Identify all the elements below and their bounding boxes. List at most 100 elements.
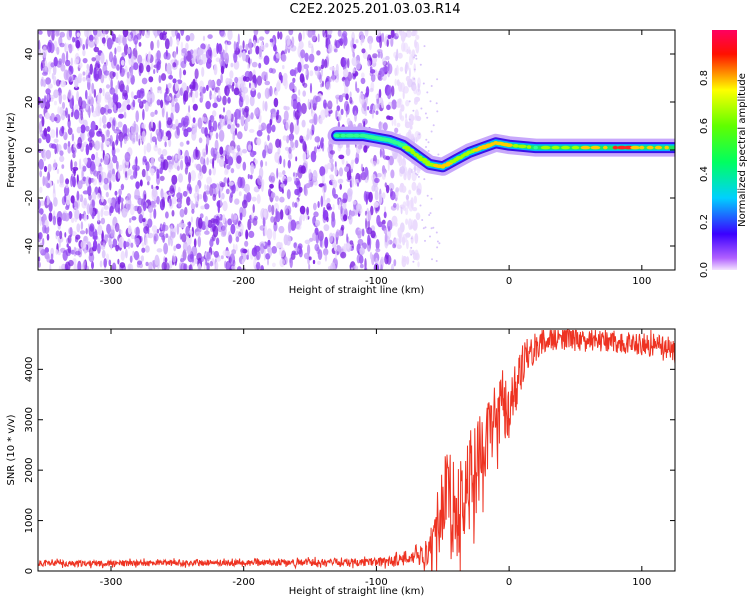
noise-blob [337, 30, 342, 37]
noise-blob [269, 38, 274, 43]
noise-blob [240, 115, 245, 127]
noise-blob [201, 256, 204, 263]
noise-blob [40, 100, 45, 109]
y-tick-label: 4000 [24, 357, 35, 382]
noise-blob [197, 172, 203, 180]
noise-blob [106, 37, 113, 50]
noise-blob [234, 127, 238, 136]
noise-blob [301, 103, 307, 115]
noise-blob [299, 135, 304, 143]
noise-blob [320, 109, 326, 121]
noise-blob [227, 30, 233, 41]
noise-blob [126, 104, 131, 111]
noise-blob [85, 89, 88, 100]
noise-blob [294, 123, 300, 135]
noise-dot [419, 204, 422, 207]
noise-blob [180, 41, 184, 50]
noise-blob [263, 55, 270, 65]
noise-blob [45, 77, 51, 85]
noise-blob [417, 131, 422, 140]
noise-blob [115, 148, 120, 153]
noise-blob [175, 118, 179, 127]
noise-blob [242, 50, 246, 62]
noise-blob [273, 202, 280, 214]
noise-blob [145, 245, 150, 253]
noise-blob [313, 202, 317, 211]
noise-blob [105, 84, 111, 89]
noise-blob [342, 30, 348, 38]
colorbar: 0.0 0.2 0.4 0.6 0.8 Normalized spectral ampli… [699, 30, 748, 278]
noise-blob [365, 217, 368, 230]
noise-blob [65, 178, 70, 185]
noise-dot [436, 246, 439, 249]
noise-blob [231, 249, 237, 255]
noise-dot [410, 253, 413, 256]
noise-blob [326, 216, 329, 223]
noise-blob [260, 44, 266, 51]
colorbar-fill [712, 30, 737, 270]
noise-blob [176, 38, 180, 46]
noise-blob [219, 146, 224, 155]
noise-blob [230, 62, 234, 68]
noise-blob [53, 197, 58, 207]
noise-blob [323, 59, 328, 69]
noise-blob [44, 60, 48, 71]
noise-blob [285, 234, 291, 246]
noise-blob [369, 41, 372, 51]
noise-blob [416, 88, 421, 96]
noise-blob [344, 100, 349, 112]
noise-blob [151, 225, 158, 233]
noise-blob [120, 183, 125, 191]
noise-blob [354, 110, 357, 122]
noise-dot [410, 237, 413, 240]
noise-blob [65, 193, 71, 206]
noise-blob [247, 174, 250, 179]
noise-blob [305, 183, 311, 189]
noise-blob [106, 121, 112, 129]
noise-blob [307, 244, 311, 256]
noise-blob [379, 67, 385, 77]
noise-blob [286, 135, 290, 144]
noise-blob [143, 144, 147, 156]
noise-blob [141, 242, 145, 247]
noise-blob [403, 42, 409, 53]
noise-blob [133, 95, 138, 100]
noise-dot [424, 239, 426, 242]
noise-blob [129, 66, 134, 78]
noise-blob [243, 107, 249, 118]
noise-blob [322, 199, 328, 206]
noise-blob [62, 250, 68, 261]
noise-blob [317, 249, 323, 261]
noise-blob [326, 197, 331, 204]
noise-blob [355, 203, 362, 211]
noise-blob [138, 62, 144, 74]
noise-blob [367, 234, 371, 246]
noise-blob [46, 195, 50, 206]
noise-blob [266, 228, 273, 240]
noise-blob [59, 173, 64, 186]
noise-blob [310, 108, 313, 114]
noise-blob [130, 91, 134, 99]
noise-blob [225, 109, 232, 122]
noise-blob [377, 51, 381, 59]
noise-blob [197, 193, 200, 202]
noise-blob [80, 221, 84, 230]
noise-blob [53, 56, 58, 67]
noise-blob [206, 176, 213, 185]
noise-dot [430, 85, 433, 87]
noise-blob [332, 204, 335, 211]
noise-blob [188, 264, 193, 270]
noise-blob [121, 208, 128, 218]
noise-blob [82, 262, 86, 270]
noise-blob [93, 46, 100, 53]
noise-blob [268, 142, 273, 153]
noise-blob [147, 232, 154, 239]
noise-blob [308, 53, 315, 63]
noise-blob [227, 156, 234, 166]
x-tick-label: 0 [506, 276, 512, 287]
x-tick-label: 100 [632, 276, 651, 287]
noise-blob [55, 249, 59, 255]
noise-blob [102, 88, 105, 97]
noise-dot [435, 260, 438, 262]
noise-blob [149, 168, 155, 174]
